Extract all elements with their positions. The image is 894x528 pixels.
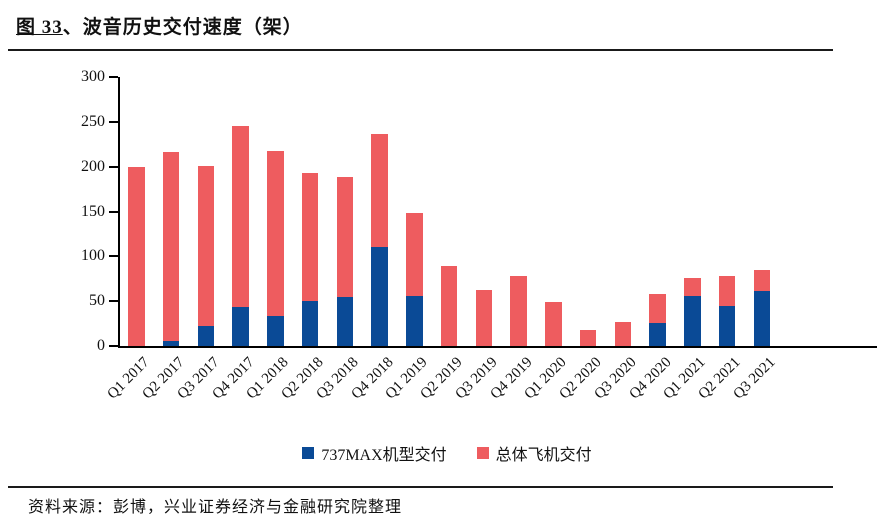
- bar-737max-deliveries: [406, 295, 423, 346]
- legend: 737MAX机型交付 总体飞机交付: [0, 441, 894, 465]
- y-axis-tick-label: 250: [81, 112, 105, 130]
- y-axis-tick: [109, 345, 118, 347]
- bar-737max-deliveries: [197, 326, 214, 346]
- title-divider: [8, 49, 833, 51]
- bar-total-deliveries: [475, 290, 492, 346]
- legend-swatch-total: [476, 447, 489, 459]
- bar-total-deliveries: [614, 321, 631, 346]
- source-divider: [8, 486, 833, 488]
- bar-737max-deliveries: [371, 247, 388, 346]
- bar-737max-deliveries: [336, 296, 353, 346]
- bar-total-deliveries: [267, 150, 284, 346]
- figure-title-text: 、波音历史交付速度（架）: [62, 17, 303, 38]
- bar-737max-deliveries: [267, 316, 284, 346]
- y-axis-tick-label: 50: [89, 292, 105, 310]
- bar-737max-deliveries: [162, 340, 180, 346]
- bar-total-deliveries: [510, 276, 527, 346]
- bar-total-deliveries: [197, 165, 214, 346]
- y-axis-tick: [109, 76, 118, 78]
- bar-total-deliveries: [545, 302, 562, 346]
- bar-737max-deliveries: [684, 295, 701, 346]
- bar-737max-deliveries: [649, 322, 666, 346]
- y-axis-tick-label: 100: [81, 247, 105, 265]
- y-axis-tick-label: 150: [81, 202, 105, 220]
- bar-total-deliveries: [232, 126, 249, 346]
- x-axis-line: [118, 346, 877, 348]
- legend-label-737max: 737MAX机型交付: [321, 447, 447, 464]
- legend-label-total: 总体飞机交付: [495, 447, 592, 464]
- bar-737max-deliveries: [232, 307, 249, 346]
- legend-swatch-737max: [302, 447, 315, 459]
- bar-total-deliveries: [440, 266, 458, 346]
- bar-total-deliveries: [128, 166, 145, 346]
- y-axis-tick: [109, 255, 118, 258]
- y-axis-tick: [109, 165, 118, 168]
- y-axis-tick: [109, 210, 118, 213]
- legend-item-total: 总体飞机交付: [476, 441, 592, 465]
- y-axis-tick-label: 0: [97, 337, 105, 354]
- y-axis-tick: [109, 120, 118, 123]
- bar-total-deliveries: [162, 152, 180, 346]
- bar-737max-deliveries: [753, 291, 770, 346]
- plot-area: 0 50 100 150 200 250 300 Q1 2017 Q2 2017 Q3 2017 Q…: [81, 68, 877, 402]
- y-axis-tick-label: 300: [81, 68, 105, 85]
- source-text: 资料来源：彭博，兴业证券经济与金融研究院整理: [28, 499, 403, 516]
- y-axis-line: [118, 77, 120, 348]
- y-axis-tick: [109, 300, 118, 303]
- legend-item-737max: 737MAX机型交付: [302, 441, 447, 465]
- bar-737max-deliveries: [718, 305, 736, 346]
- bar-total-deliveries: [579, 329, 597, 346]
- y-axis-tick-label: 200: [81, 157, 105, 175]
- figure-number: 图 33: [16, 17, 63, 38]
- figure-title: 图 33、波音历史交付速度（架）: [16, 12, 303, 39]
- bar-737max-deliveries: [301, 301, 319, 346]
